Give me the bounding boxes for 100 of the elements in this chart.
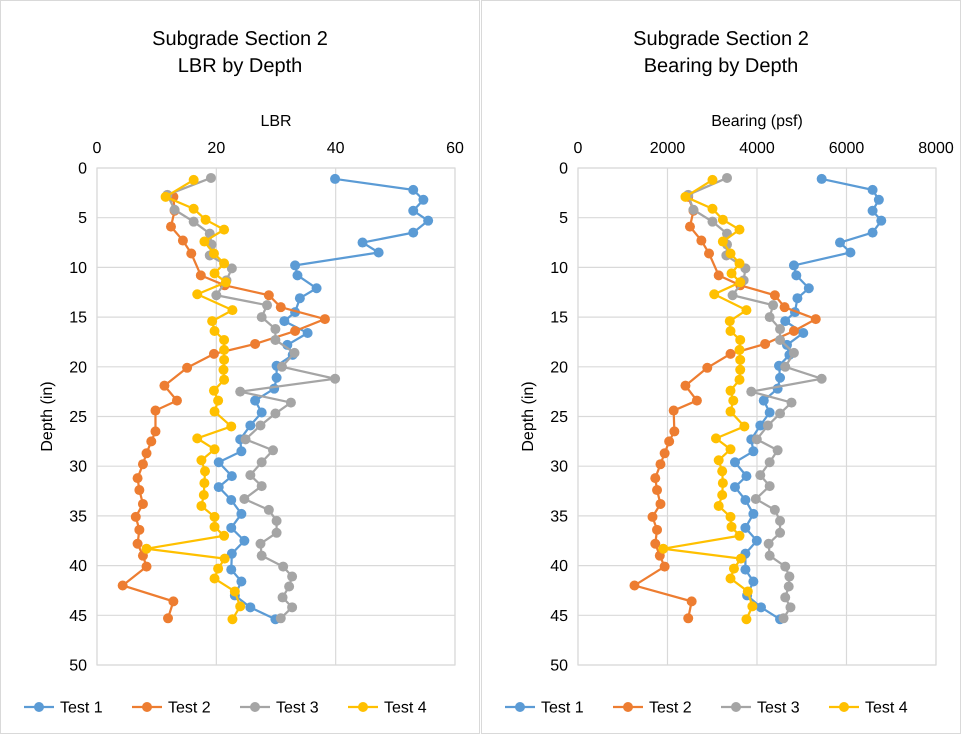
y-axis-title: Depth (in) [39,381,56,452]
point [235,386,246,397]
y-tick-label: 30 [550,458,568,476]
point [200,466,210,476]
chart-subtitle: Bearing by Depth [644,55,798,77]
point [192,433,202,444]
point [650,473,660,484]
point [760,338,770,349]
point [226,548,237,559]
point [226,263,237,274]
point [196,455,206,466]
point [208,348,219,359]
x-axis-title: Bearing (psf) [711,113,803,130]
point [726,444,736,454]
point [240,434,251,444]
point [652,485,662,496]
point [764,538,774,549]
point [250,396,260,406]
point [198,490,209,500]
point [780,592,790,602]
point [717,466,728,476]
point [726,326,736,336]
point [741,305,752,316]
point [734,344,745,355]
point [210,406,220,417]
y-tick-label: 25 [550,409,568,426]
point [134,524,144,535]
point [272,516,282,526]
y-tick-label: 35 [69,508,88,526]
point [408,184,418,195]
point [775,324,786,334]
point [740,494,750,505]
y-tick-label: 5 [78,210,88,228]
x-tick-label: 20 [207,140,226,157]
point [804,283,814,294]
point [740,522,750,533]
x-axis-title: LBR [260,113,292,130]
point [726,512,736,522]
point [196,500,206,511]
point [648,512,658,522]
point [374,247,384,258]
y-tick-label: 40 [69,558,88,576]
point [219,344,230,355]
point [226,471,237,482]
point [734,224,745,235]
point [735,277,746,288]
point [629,580,640,590]
y-tick-label: 50 [69,658,88,674]
point [868,206,878,216]
point [696,236,706,246]
point [816,374,827,384]
point [142,544,152,554]
point [214,482,224,492]
y-tick-label: 10 [69,260,88,277]
point [219,374,230,385]
point [775,516,786,526]
point [302,328,313,338]
point [236,508,246,519]
point [227,305,238,316]
point [730,482,740,492]
point [714,455,724,466]
point [172,396,182,406]
point [726,522,737,532]
point [756,602,766,612]
y-tick-label: 45 [69,608,88,625]
point [655,459,666,470]
point [780,562,790,572]
point [186,248,196,258]
point [150,406,160,416]
point [724,316,735,326]
point [207,316,218,326]
legend-label: Test 3 [276,700,319,716]
point [816,174,827,184]
point [868,184,878,195]
point [660,562,670,572]
point [669,426,680,436]
point [726,406,736,417]
point [226,421,236,432]
point [704,248,714,258]
chart-title: Subgrade Section 2 [152,28,328,50]
legend-label: Test 1 [541,700,584,716]
y-tick-label: 15 [550,310,568,327]
point [142,562,152,572]
point [226,522,236,533]
point [134,485,144,496]
point [775,408,786,419]
point [791,270,802,280]
point [210,326,220,336]
point [714,270,724,280]
y-tick-label: 30 [69,458,88,476]
point [788,326,799,336]
chart-subtitle: LBR by Depth [178,55,302,77]
point [272,372,282,383]
point [788,348,799,358]
point [747,601,758,612]
point [683,613,694,624]
point [226,494,236,505]
point [418,194,428,205]
point [741,614,752,624]
point [652,524,662,535]
